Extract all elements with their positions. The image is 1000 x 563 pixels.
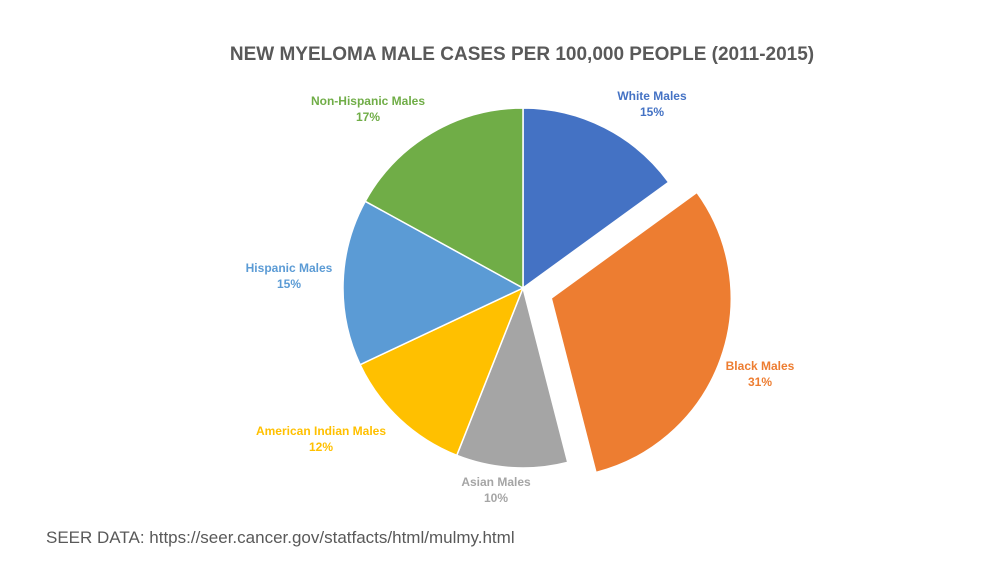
slice-label-non-hispanic-males: Non-Hispanic Males 17% (311, 94, 425, 124)
slice-labels: White Males 15% Black Males 31% Asian Males 1… (246, 89, 795, 505)
slice-label-value: 17% (356, 110, 380, 124)
slice-black-males (550, 191, 732, 474)
slice-label-american-indian-males: American Indian Males 12% (256, 424, 386, 454)
slice-label-asian-males: Asian Males 10% (461, 475, 531, 505)
slice-label-black-males: Black Males 31% (726, 359, 795, 389)
chart-title: NEW MYELOMA MALE CASES PER 100,000 PEOPL… (230, 44, 814, 65)
slice-label-value: 15% (640, 105, 664, 119)
slice-label-name: Asian Males (461, 475, 531, 489)
slice-american-indian-males (359, 286, 525, 457)
slice-label-value: 31% (748, 375, 772, 389)
slice-label-name: Non-Hispanic Males (311, 94, 425, 108)
slice-label-name: Hispanic Males (246, 261, 333, 275)
slice-label-white-males: White Males 15% (617, 89, 687, 119)
slice-non-hispanic-males (364, 107, 524, 290)
slice-label-value: 10% (484, 491, 508, 505)
source-note: SEER DATA: https://seer.cancer.gov/statf… (46, 528, 515, 547)
slice-label-value: 15% (277, 277, 301, 291)
slice-label-name: White Males (617, 89, 687, 103)
slice-label-name: Black Males (726, 359, 795, 373)
slice-label-value: 12% (309, 440, 333, 454)
slice-label-hispanic-males: Hispanic Males 15% (246, 261, 333, 291)
slice-asian-males (455, 285, 569, 469)
slice-hispanic-males (342, 200, 525, 366)
slice-white-males (522, 107, 670, 290)
slice-label-name: American Indian Males (256, 424, 386, 438)
pie-slices (342, 107, 732, 474)
